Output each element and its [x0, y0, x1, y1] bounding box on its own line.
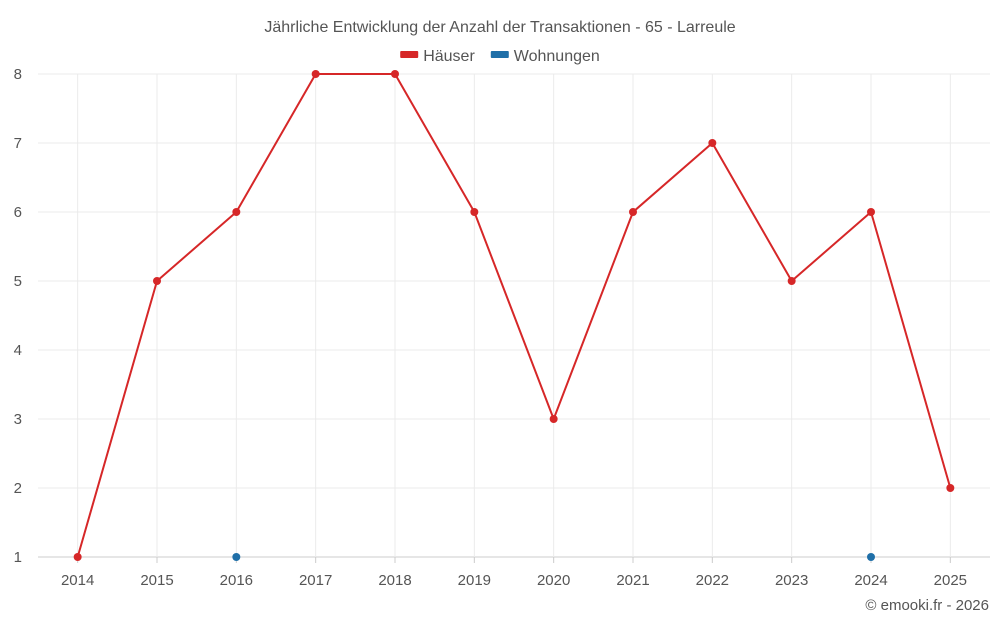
series-1	[73, 70, 955, 561]
y-tick-label: 7	[14, 135, 22, 152]
data-point	[232, 553, 241, 561]
data-point	[232, 208, 241, 216]
x-tick-label: 2016	[220, 572, 253, 589]
x-tick-label: 2023	[775, 572, 808, 589]
x-tick-label: 2018	[378, 572, 411, 589]
legend-swatch	[400, 51, 419, 58]
y-tick-label: 4	[14, 342, 22, 359]
y-tick-label: 3	[14, 411, 22, 428]
x-tick-label: 2017	[299, 572, 332, 589]
x-tick-label: 2015	[140, 572, 173, 589]
data-point	[867, 553, 875, 561]
data-point	[391, 70, 399, 78]
credit-text: © emooki.fr - 2026	[865, 597, 989, 614]
legend-swatch	[490, 51, 509, 58]
y-tick-label: 1	[14, 549, 22, 566]
data-point	[549, 415, 558, 423]
data-point	[946, 484, 955, 492]
x-axis-ticks: 2014 2015 2016 2017 2018 2019 2020 2021 2022 2023…	[61, 572, 967, 589]
x-tick-label: 2022	[696, 572, 729, 589]
data-point	[311, 70, 320, 78]
x-tick-label: 2025	[934, 572, 967, 589]
chart-title: Jährliche Entwicklung der Anzahl der Tra…	[264, 19, 735, 36]
series-2	[232, 553, 875, 561]
x-tick-label: 2020	[537, 572, 570, 589]
x-tick-label: 2021	[616, 572, 649, 589]
y-tick-label: 6	[14, 204, 22, 221]
series-layer	[73, 70, 955, 561]
data-point	[708, 139, 717, 147]
grid	[38, 73, 990, 563]
y-tick-label: 8	[14, 66, 22, 83]
y-tick-label: 5	[14, 273, 22, 290]
data-point	[153, 277, 161, 285]
y-tick-label: 2	[14, 480, 22, 497]
data-point	[787, 277, 796, 285]
x-tick-label: 2024	[854, 572, 887, 589]
legend: Häuser Wohnungen	[400, 48, 600, 65]
series-line	[76, 73, 952, 558]
legend-label: Wohnungen	[514, 48, 600, 65]
data-point	[470, 208, 479, 216]
y-axis-ticks: 1 2 3 4 5 6 7 8	[14, 66, 22, 566]
data-point	[629, 208, 637, 216]
data-point	[73, 553, 82, 561]
data-point	[867, 208, 875, 216]
legend-label: Häuser	[423, 48, 475, 65]
x-tick-label: 2019	[458, 572, 491, 589]
x-tick-label: 2014	[61, 572, 94, 589]
